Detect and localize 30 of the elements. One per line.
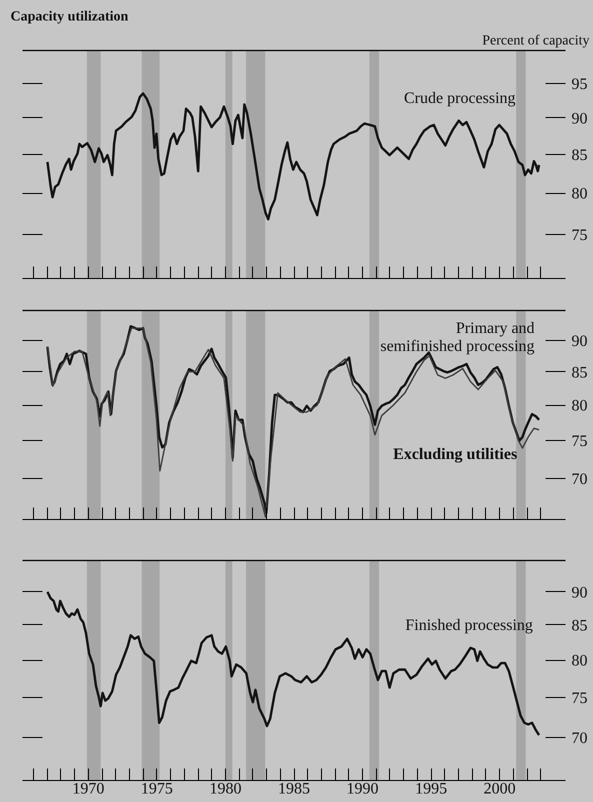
y-axis-title: Percent of capacity — [482, 34, 590, 48]
y-tick-label: 90 — [572, 110, 588, 128]
y-tick-label: 75 — [572, 226, 588, 244]
line-series — [46, 92, 540, 220]
x-tick-label: 1980 — [209, 780, 242, 798]
y-tick-label: 75 — [572, 690, 588, 708]
y-tick-label: 85 — [572, 617, 588, 634]
y-tick-label: 90 — [572, 584, 588, 602]
y-tick-label: 85 — [572, 146, 588, 164]
y-tick-label: 70 — [572, 730, 588, 748]
x-tick-label: 1970 — [72, 780, 104, 798]
x-tick-label: 2000 — [484, 780, 516, 798]
line-series — [46, 590, 540, 736]
y-tick-label: 80 — [572, 186, 588, 203]
x-tick-label: 1985 — [278, 780, 310, 798]
y-tick-label: 75 — [572, 433, 588, 450]
x-tick-label: 1990 — [346, 780, 379, 798]
series-label: Primary and semifinished processing — [380, 320, 535, 356]
y-tick-label: 95 — [572, 76, 588, 93]
series-label: Finished processing — [405, 617, 533, 634]
y-tick-label: 85 — [572, 364, 588, 382]
series-label: Crude processing — [404, 90, 516, 107]
x-tick-label: 1995 — [415, 780, 448, 798]
chart-title: Capacity utilization — [10, 10, 129, 24]
y-tick-label: 80 — [572, 398, 588, 415]
y-tick-label: 70 — [572, 471, 588, 488]
x-tick-label: 1975 — [140, 780, 173, 798]
y-tick-label: 80 — [572, 652, 588, 670]
series-label: Excluding utilities — [393, 446, 518, 464]
y-tick-label: 90 — [572, 332, 588, 350]
